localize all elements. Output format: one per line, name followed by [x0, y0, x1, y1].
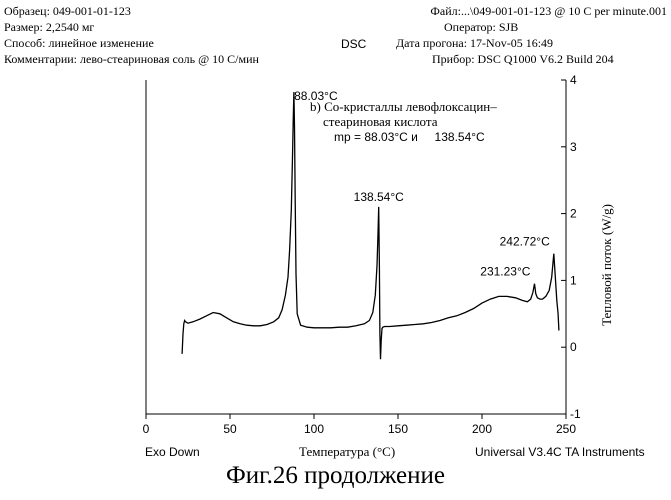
y-tick-label: 3 [570, 140, 577, 154]
x-axis-label: Температура (°C) [299, 444, 395, 459]
x-tick-label: 200 [472, 422, 492, 436]
x-axis-ticks: 0 50 100 150 200 250 [143, 414, 577, 436]
x-tick-label: 100 [304, 422, 324, 436]
y-axis-ticks: -1 0 1 2 3 4 [561, 73, 581, 421]
annotation-title: b) Со-кристаллы левофлоксацин– [310, 99, 497, 114]
y-tick-label: 1 [570, 273, 577, 287]
exo-down-label: Exo Down [145, 445, 200, 459]
y-tick-label: 4 [570, 73, 577, 87]
peak-label: 231.23°C [480, 265, 531, 279]
annotation-mp: mp = 88.03°C и 138.54°C [334, 130, 485, 144]
x-tick-label: 0 [143, 422, 150, 436]
peak-label: 242.72°C [500, 235, 551, 249]
x-tick-label: 250 [556, 422, 576, 436]
x-tick-label: 150 [388, 422, 408, 436]
y-tick-label: 2 [570, 207, 577, 221]
peak-label: 138.54°C [354, 190, 405, 204]
figure-caption: Фиг.26 продолжение [0, 462, 671, 490]
y-tick-label: -1 [570, 407, 581, 421]
annotation-title-line2: стеариновая кислота [323, 114, 438, 129]
y-tick-label: 0 [570, 340, 577, 354]
x-tick-label: 50 [223, 422, 237, 436]
software-label: Universal V3.4C TA Instruments [475, 445, 645, 459]
y-axis-label: Тепловой поток (W/g) [599, 204, 614, 326]
